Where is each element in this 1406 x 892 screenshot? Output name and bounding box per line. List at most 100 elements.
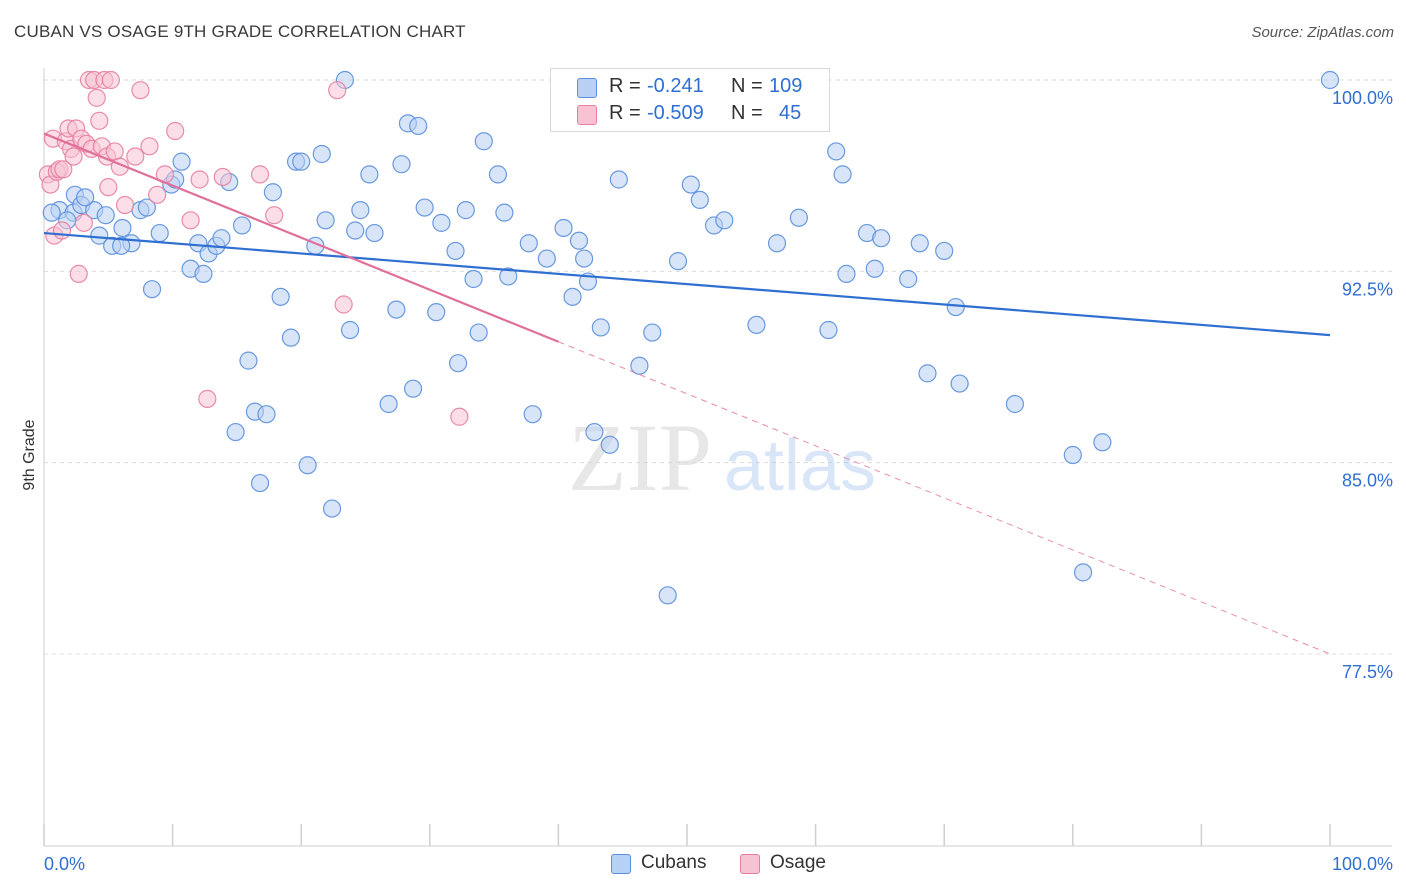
data-point-osage (213, 167, 232, 187)
legend-n-label: N = (731, 102, 763, 124)
data-point-osage (198, 389, 217, 408)
watermark: ZIP atlas (568, 404, 876, 511)
data-point-cubans (668, 252, 688, 271)
data-point-cubans (409, 116, 428, 136)
data-point-cubans (872, 229, 891, 248)
y-axis-label: 9th Grade (21, 419, 38, 490)
data-point-cubans (591, 318, 610, 337)
correlation-legend: R = -0.241 N = 109 R = -0.509 N = 45 (550, 68, 830, 132)
data-point-osage (131, 81, 150, 100)
legend-n-value: 45 (779, 102, 802, 124)
data-point-cubans (499, 267, 518, 286)
data-point-cubans (935, 241, 954, 261)
legend-r-value: -0.509 (647, 102, 704, 124)
legend-r-value: -0.241 (647, 75, 704, 97)
data-point-cubans (76, 188, 95, 207)
data-point-cubans (387, 300, 406, 319)
watermark-atlas: atlas (724, 426, 876, 506)
data-point-cubans (448, 354, 468, 373)
x-tick-label: 0.0% (44, 854, 85, 874)
legend-n-value: 109 (769, 75, 803, 97)
data-point-cubans (474, 132, 493, 151)
data-point-cubans (569, 231, 589, 250)
data-point-cubans (1093, 433, 1112, 452)
data-point-cubans (415, 198, 434, 217)
data-point-cubans (575, 249, 594, 268)
data-point-cubans (316, 211, 335, 230)
bottom-legend-label-cubans: Cubans (641, 852, 707, 873)
data-point-cubans (292, 152, 311, 171)
data-point-osage (148, 185, 167, 204)
trend-line-extension-osage (558, 341, 1331, 655)
data-point-cubans (346, 221, 365, 240)
data-point-cubans (340, 320, 360, 340)
data-point-cubans (910, 234, 929, 253)
data-point-cubans (488, 165, 508, 184)
data-point-cubans (212, 229, 231, 248)
data-point-cubans (379, 394, 398, 414)
data-point-cubans (789, 208, 808, 227)
source-note: Source: ZipAtlas.com (1251, 24, 1394, 41)
data-point-cubans (585, 422, 604, 442)
data-point-cubans (150, 223, 169, 243)
data-point-cubans (298, 456, 317, 475)
data-point-osage (101, 70, 120, 90)
legend-swatch-osage (577, 105, 597, 125)
data-point-cubans (519, 234, 538, 253)
data-point-cubans (715, 211, 734, 230)
data-point-cubans (250, 473, 270, 493)
data-point-cubans (432, 213, 451, 232)
data-point-cubans (630, 356, 649, 375)
legend-row-osage: R = -0.509 N = 45 (551, 101, 829, 127)
data-point-cubans (351, 201, 370, 220)
legend-r-label: R = (609, 102, 641, 124)
x-tick-label: 100.0% (1332, 854, 1393, 874)
data-point-cubans (113, 218, 132, 238)
data-point-osage (250, 165, 270, 184)
data-point-cubans (747, 315, 766, 335)
data-point-cubans (537, 249, 556, 268)
data-point-cubans (271, 287, 290, 306)
data-point-cubans (312, 144, 331, 164)
data-point-osage (52, 221, 72, 240)
y-tick-label: 85.0% (1342, 471, 1393, 491)
data-point-cubans (609, 170, 628, 189)
bottom-legend-swatch-osage (740, 854, 760, 874)
data-point-cubans (172, 152, 191, 171)
data-point-cubans (281, 328, 301, 347)
data-point-osage (74, 213, 93, 232)
data-point-cubans (600, 435, 619, 454)
legend-n-label: N = (731, 75, 763, 97)
bottom-legend-label-osage: Osage (770, 852, 826, 873)
data-point-cubans (322, 499, 342, 518)
data-point-cubans (767, 234, 787, 253)
trend-line-cubans (43, 231, 1331, 337)
data-point-cubans (226, 422, 245, 442)
chart-title: CUBAN VS OSAGE 9TH GRADE CORRELATION CHA… (14, 22, 466, 41)
data-point-osage (334, 295, 353, 314)
data-point-osage (166, 121, 185, 141)
data-point-cubans (469, 323, 488, 342)
data-point-cubans (563, 287, 582, 306)
data-point-osage (265, 206, 284, 225)
legend-row-cubans: R = -0.241 N = 109 (551, 74, 829, 100)
data-point-osage (181, 211, 200, 230)
data-point-cubans (690, 190, 709, 210)
data-point-cubans (554, 218, 573, 238)
data-point-cubans (918, 364, 937, 383)
data-point-cubans (392, 155, 411, 174)
data-point-cubans (1320, 70, 1340, 90)
data-point-cubans (90, 226, 109, 245)
data-point-osage (99, 178, 118, 197)
data-point-osage (87, 88, 106, 107)
data-point-cubans (365, 223, 384, 243)
data-point-cubans (232, 216, 252, 235)
data-point-osage (69, 264, 88, 283)
data-point-cubans (96, 206, 115, 225)
watermark-zip: ZIP (568, 404, 712, 511)
data-point-cubans (263, 183, 283, 202)
data-point-cubans (495, 203, 514, 222)
bottom-legend-swatch-cubans (611, 854, 631, 874)
data-point-osage (140, 137, 159, 156)
